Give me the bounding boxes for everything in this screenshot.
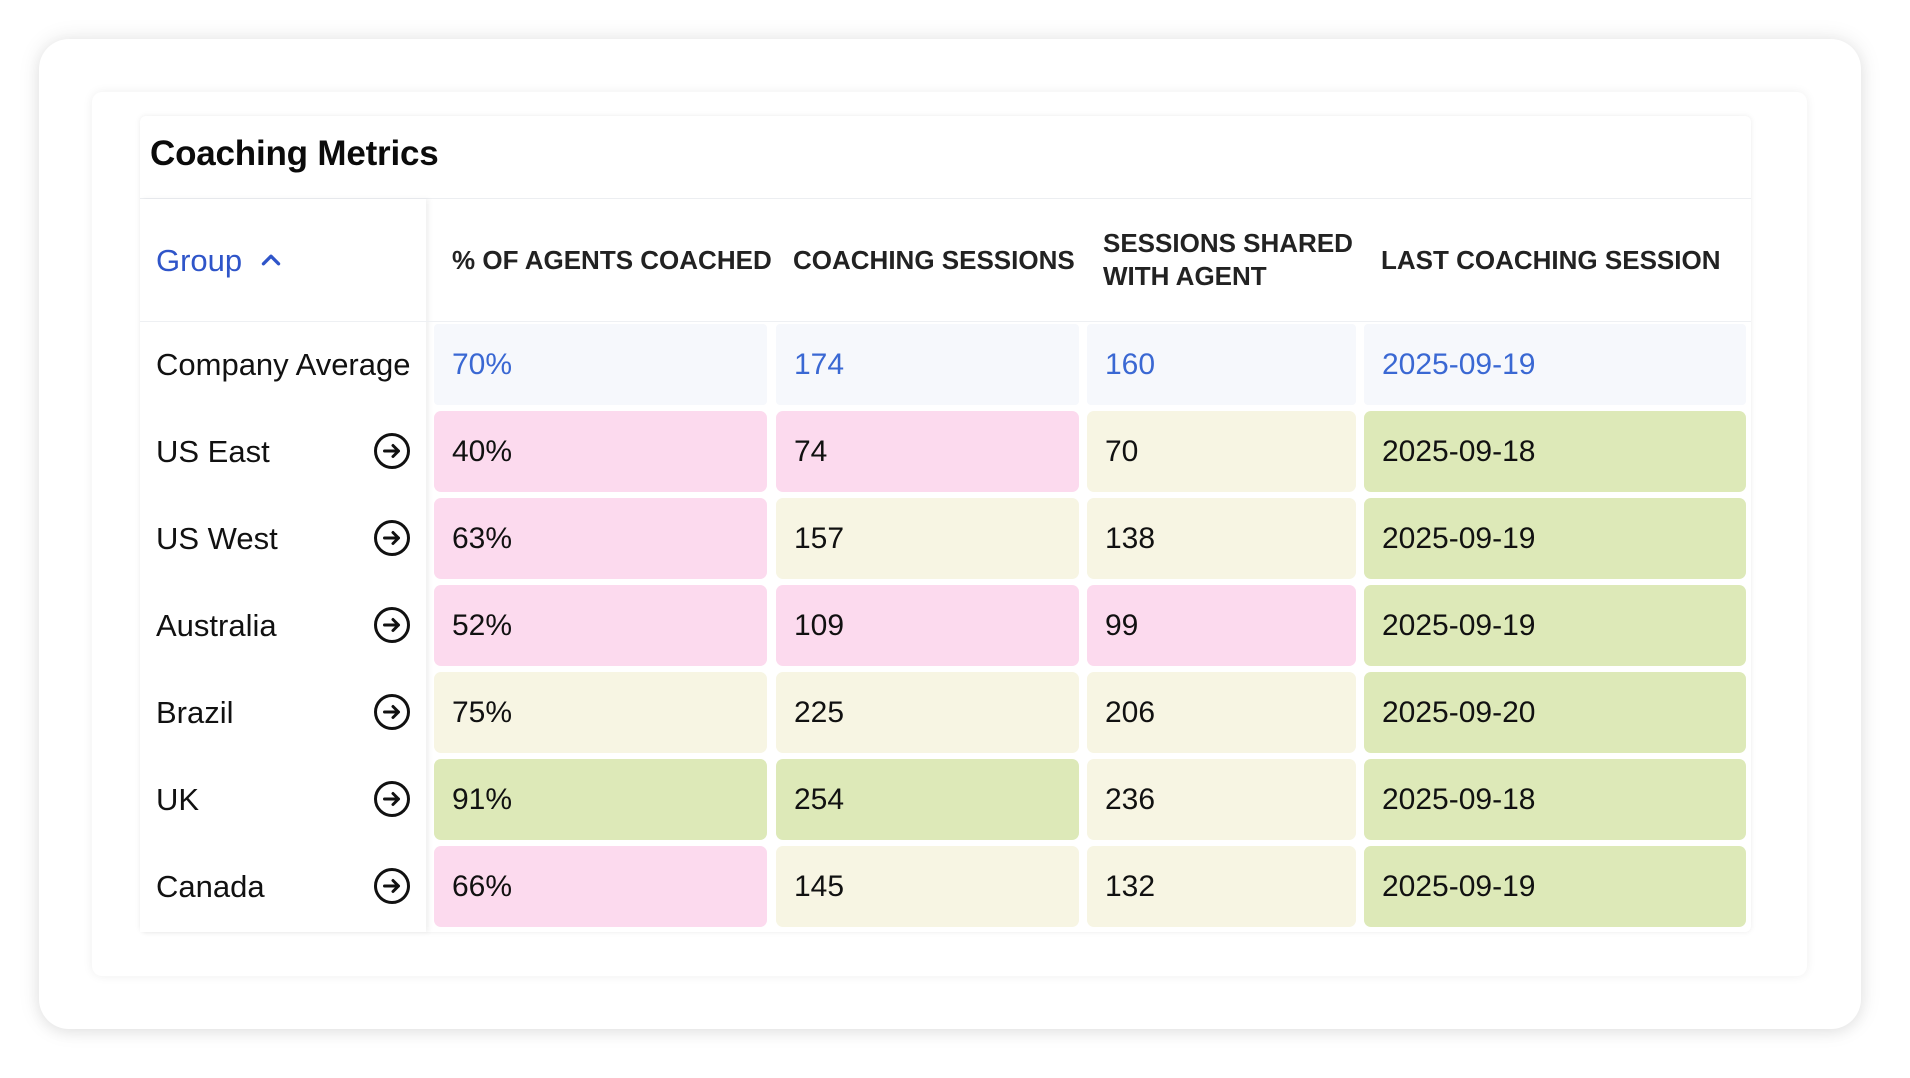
coaching-metrics-table: Coaching Metrics Group % OF AGENTS COACH…: [140, 116, 1751, 932]
sessions-shared-cell: 138: [1087, 498, 1356, 579]
last-session-cell: 2025-09-18: [1364, 411, 1746, 492]
chevron-up-icon[interactable]: [258, 247, 284, 273]
company-average-row: Company Average 70% 174 160 2025-09-19: [140, 324, 1751, 411]
sessions-shared-column-header[interactable]: SESSIONS SHARED WITH AGENT: [1103, 228, 1353, 291]
open-group-button[interactable]: [372, 866, 412, 906]
arrow-right-circle-icon: [374, 781, 410, 817]
arrow-right-circle-icon: [374, 520, 410, 556]
coaching-sessions-cell: 225: [776, 672, 1079, 753]
sessions-shared-cell: 99: [1087, 585, 1356, 666]
coaching-sessions-cell: 74: [776, 411, 1079, 492]
last-session-cell: 2025-09-18: [1364, 759, 1746, 840]
group-header-label: Group: [156, 242, 243, 278]
table-header-row: Group % OF AGENTS COACHED COACHING SESSI…: [140, 200, 1751, 320]
agents-coached-cell: 63%: [434, 498, 767, 579]
table-row: UK 91% 254 236 2025-09-18: [140, 759, 1751, 846]
last-session-cell: 2025-09-20: [1364, 672, 1746, 753]
outer-card: Coaching Metrics Group % OF AGENTS COACH…: [39, 39, 1861, 1029]
last-session-cell: 2025-09-19: [1364, 846, 1746, 927]
table-row: Australia 52% 109 99 2025-09-19: [140, 585, 1751, 672]
title-divider: [140, 198, 1751, 199]
agents-coached-cell: 66%: [434, 846, 767, 927]
open-group-button[interactable]: [372, 431, 412, 471]
coaching-sessions-cell: 254: [776, 759, 1079, 840]
last-session-cell: 2025-09-19: [1364, 498, 1746, 579]
row-group-name: UK: [156, 781, 200, 817]
row-group-name: Company Average: [156, 346, 411, 382]
sessions-shared-cell: 132: [1087, 846, 1356, 927]
row-group-name: Brazil: [156, 694, 234, 730]
last-session-cell: 2025-09-19: [1364, 324, 1746, 405]
row-group-name: Australia: [156, 607, 277, 643]
row-group-name: US West: [156, 520, 278, 556]
coaching-sessions-column-header[interactable]: COACHING SESSIONS: [793, 244, 1075, 275]
sessions-shared-cell: 70: [1087, 411, 1356, 492]
sessions-shared-cell: 206: [1087, 672, 1356, 753]
arrow-right-circle-icon: [374, 868, 410, 904]
row-group-name: US East: [156, 433, 270, 469]
open-group-button[interactable]: [372, 692, 412, 732]
table-row: US East 40% 74 70 2025-09-18: [140, 411, 1751, 498]
agents-coached-cell: 75%: [434, 672, 767, 753]
row-group-name: Canada: [156, 868, 265, 904]
table-row: US West 63% 157 138 2025-09-19: [140, 498, 1751, 585]
group-column-header[interactable]: Group: [156, 200, 416, 320]
agents-coached-cell: 70%: [434, 324, 767, 405]
agents-coached-column-header[interactable]: % OF AGENTS COACHED: [452, 244, 772, 275]
sessions-shared-cell: 160: [1087, 324, 1356, 405]
coaching-sessions-cell: 145: [776, 846, 1079, 927]
coaching-sessions-cell: 109: [776, 585, 1079, 666]
inner-card: Coaching Metrics Group % OF AGENTS COACH…: [92, 92, 1807, 976]
agents-coached-cell: 52%: [434, 585, 767, 666]
header-divider: [140, 321, 1751, 322]
table-row: Brazil 75% 225 206 2025-09-20: [140, 672, 1751, 759]
sessions-shared-cell: 236: [1087, 759, 1356, 840]
arrow-right-circle-icon: [374, 694, 410, 730]
open-group-button[interactable]: [372, 518, 412, 558]
arrow-right-circle-icon: [374, 433, 410, 469]
coaching-sessions-cell: 174: [776, 324, 1079, 405]
table-row: Canada 66% 145 132 2025-09-19: [140, 846, 1751, 933]
coaching-sessions-cell: 157: [776, 498, 1079, 579]
arrow-right-circle-icon: [374, 607, 410, 643]
open-group-button[interactable]: [372, 605, 412, 645]
open-group-button[interactable]: [372, 779, 412, 819]
agents-coached-cell: 91%: [434, 759, 767, 840]
agents-coached-cell: 40%: [434, 411, 767, 492]
last-session-column-header[interactable]: LAST COACHING SESSION: [1381, 244, 1721, 275]
last-session-cell: 2025-09-19: [1364, 585, 1746, 666]
table-title: Coaching Metrics: [150, 134, 439, 173]
